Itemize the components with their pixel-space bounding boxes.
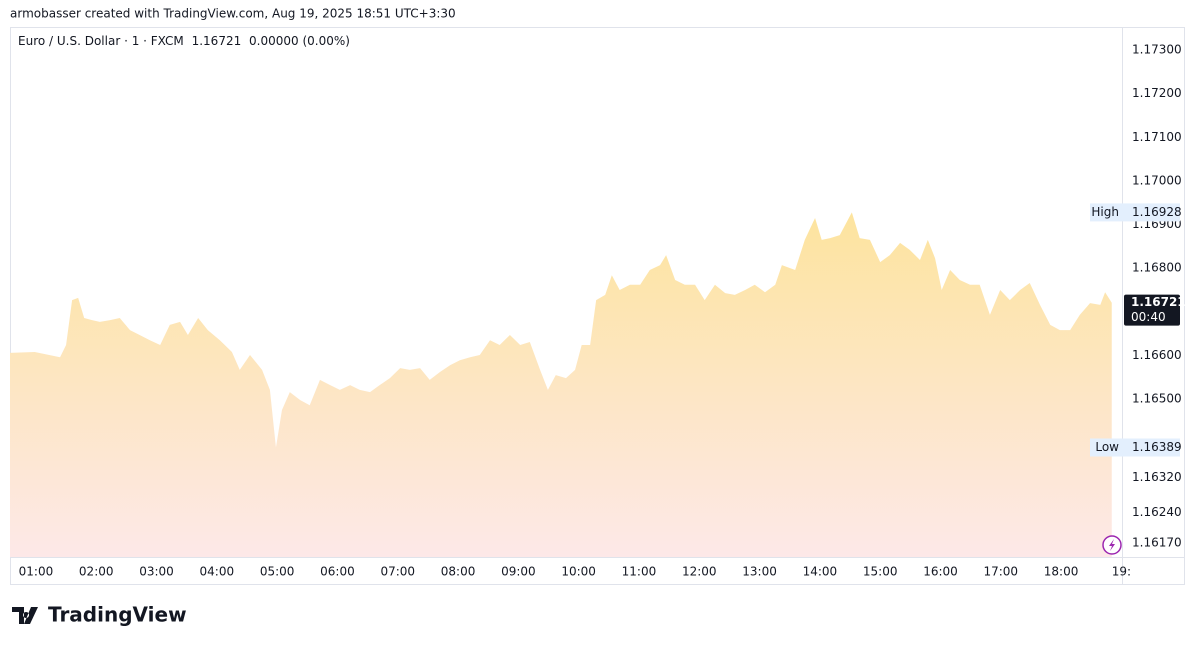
x-tick-label: 11:00 [622, 565, 657, 579]
chart-frame [10, 27, 1185, 585]
header: armobasser created with TradingView.com,… [10, 7, 456, 21]
y-tick-label: 1.17000 [1132, 173, 1182, 187]
y-tick-label: 1.16170 [1132, 536, 1182, 550]
y-tick-label: 1.16800 [1132, 261, 1182, 275]
x-tick-label: 18:00 [1044, 565, 1079, 579]
logo-text: TradingView [48, 603, 187, 627]
x-tick-label: 13:00 [742, 565, 777, 579]
y-tick-label: 1.16240 [1132, 505, 1182, 519]
y-tick-label: 1.17300 [1132, 43, 1182, 57]
countdown: 00:40 [1131, 310, 1166, 324]
high-label: High [1091, 205, 1119, 219]
x-tick-label: 19: [1112, 565, 1131, 579]
low-value: 1.16389 [1132, 440, 1182, 454]
price-label-value: 1.16721 [1131, 295, 1186, 309]
price-label [1124, 294, 1180, 326]
x-tick-label: 06:00 [320, 565, 355, 579]
alert-icon [1102, 535, 1122, 555]
x-tick-label: 01:00 [19, 565, 54, 579]
y-tick-label: 1.16500 [1132, 392, 1182, 406]
logo: TradingView [12, 603, 187, 627]
x-tick-label: 10:00 [561, 565, 596, 579]
high-value: 1.16928 [1132, 205, 1182, 219]
high-badge [1090, 203, 1180, 222]
x-tick-label: 09:00 [501, 565, 536, 579]
x-tick-label: 15:00 [863, 565, 898, 579]
x-tick-label: 12:00 [682, 565, 717, 579]
x-tick-label: 03:00 [139, 565, 174, 579]
y-tick-label: 1.17200 [1132, 86, 1182, 100]
low-label: Low [1095, 440, 1119, 454]
area [10, 212, 1112, 557]
x-tick-label: 17:00 [983, 565, 1018, 579]
symbol: Euro / U.S. Dollar · 1 · FXCM [18, 34, 184, 48]
low-badge [1090, 438, 1180, 457]
x-tick-label: 05:00 [260, 565, 295, 579]
x-tick-label: 16:00 [923, 565, 958, 579]
legend: Euro / U.S. Dollar · 1 · FXCM 1.16721 0.… [18, 34, 350, 48]
legend-price: 1.16721 [192, 34, 242, 48]
x-tick-label: 07:00 [380, 565, 415, 579]
y-tick-label: 1.16320 [1132, 470, 1182, 484]
y-tick-label: 1.17100 [1132, 130, 1182, 144]
x-tick-label: 04:00 [200, 565, 235, 579]
x-tick-label: 02:00 [79, 565, 114, 579]
x-tick-label: 08:00 [441, 565, 476, 579]
plot [10, 212, 1112, 557]
y-tick-label: 1.16600 [1132, 348, 1182, 362]
legend-change: 0.00000 (0.00%) [249, 34, 350, 48]
x-tick-label: 14:00 [803, 565, 838, 579]
